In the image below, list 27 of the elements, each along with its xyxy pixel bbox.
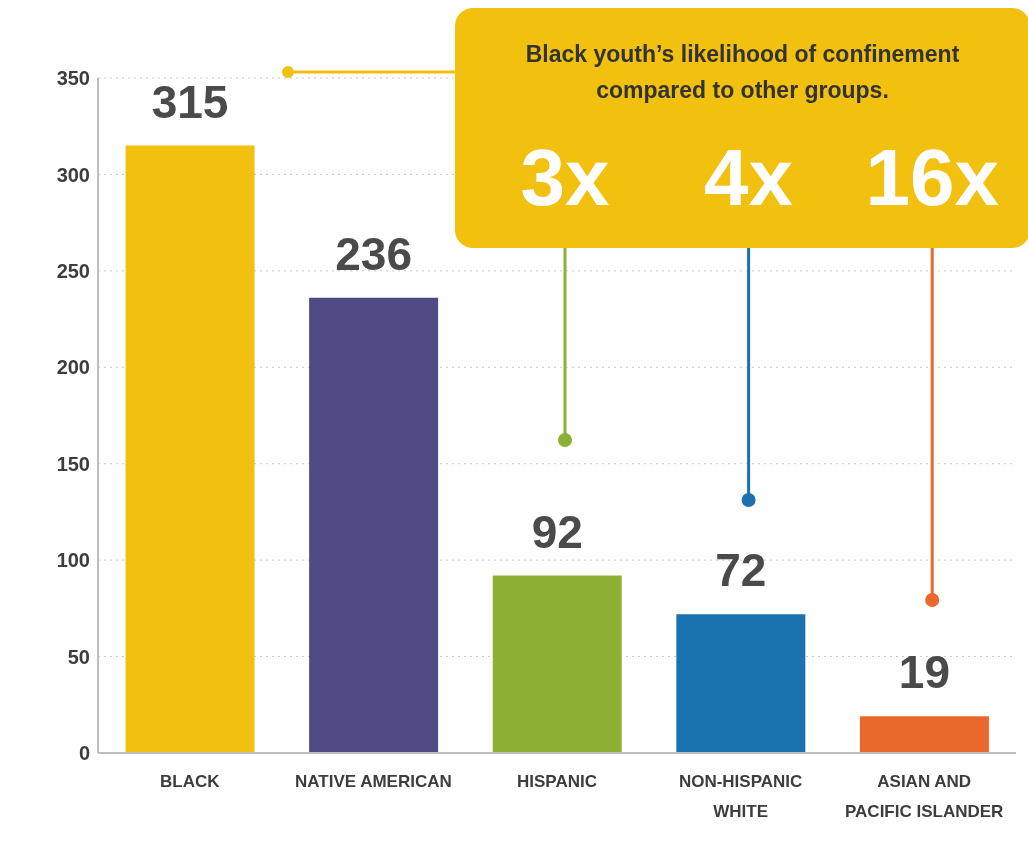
bar (125, 145, 255, 753)
bar (309, 297, 439, 753)
y-tick-label: 200 (56, 356, 90, 379)
annotation: 16x (864, 133, 1000, 223)
y-tick-label: 50 (67, 645, 90, 668)
annotation: 4x (703, 133, 795, 223)
y-tick-label: 100 (56, 549, 90, 572)
annotation: 3x (519, 133, 611, 223)
chart-title: Black youth’s likelihood of confinement compared to other groups. (524, 40, 961, 105)
bar (492, 575, 622, 753)
data-label: 19 (898, 646, 951, 699)
data-label: 236 (335, 227, 413, 280)
x-tick-label: BLACK (160, 772, 221, 791)
x-tick-label: HISPANIC (517, 772, 597, 791)
y-tick-label: 150 (56, 452, 90, 475)
y-tick-label: 350 (56, 67, 90, 90)
x-tick-label: NATIVE AMERICAN (295, 772, 452, 791)
data-label: 72 (715, 544, 767, 597)
x-tick-label: NON-HISPANIC WHITE (678, 772, 803, 821)
x-tick-label: ASIAN AND PACIFIC ISLANDER (845, 772, 1004, 821)
y-tick-label: 0 (78, 742, 90, 765)
y-tick-label: 300 (56, 163, 90, 186)
y-tick-label: 250 (56, 259, 90, 282)
bar (859, 716, 989, 753)
data-label: 315 (151, 75, 229, 128)
bar (676, 614, 806, 753)
data-label: 92 (531, 505, 583, 558)
